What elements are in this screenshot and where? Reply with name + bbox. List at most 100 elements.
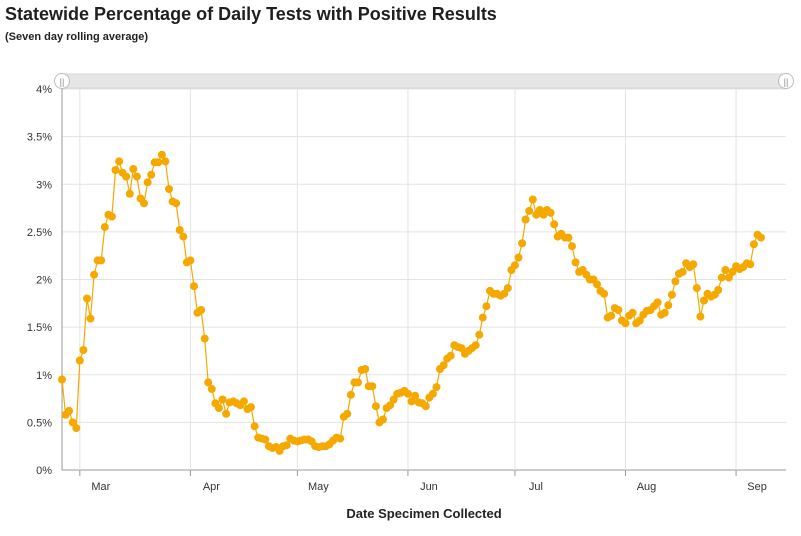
data-point[interactable] <box>107 212 116 221</box>
data-point[interactable] <box>628 308 637 317</box>
data-point[interactable] <box>550 220 559 229</box>
data-point[interactable] <box>97 256 106 265</box>
range-slider-left-handle[interactable]: || <box>54 73 70 89</box>
data-point[interactable] <box>58 375 66 384</box>
data-point[interactable] <box>593 280 601 289</box>
data-point[interactable] <box>471 341 480 350</box>
data-point[interactable] <box>564 233 573 242</box>
data-point[interactable] <box>421 402 430 411</box>
data-point[interactable] <box>749 240 758 249</box>
data-point[interactable] <box>621 319 630 328</box>
data-point[interactable] <box>518 239 527 248</box>
data-point[interactable] <box>336 434 345 443</box>
data-point[interactable] <box>86 314 95 323</box>
data-point[interactable] <box>510 261 519 270</box>
data-point[interactable] <box>239 397 248 406</box>
data-point[interactable] <box>571 258 580 267</box>
data-point[interactable] <box>692 284 701 293</box>
data-point[interactable] <box>190 282 198 291</box>
data-point[interactable] <box>100 223 109 232</box>
data-point[interactable] <box>728 267 737 276</box>
data-point[interactable] <box>132 172 141 181</box>
data-point[interactable] <box>250 422 259 431</box>
data-point[interactable] <box>528 195 537 204</box>
data-point[interactable] <box>125 189 134 198</box>
data-point[interactable] <box>282 441 291 450</box>
data-point[interactable] <box>696 312 705 321</box>
data-point[interactable] <box>154 158 163 167</box>
data-point[interactable] <box>361 365 370 373</box>
data-point[interactable] <box>521 215 530 224</box>
data-point[interactable] <box>214 404 223 413</box>
data-point[interactable] <box>717 273 726 282</box>
data-point[interactable] <box>143 178 152 187</box>
data-point[interactable] <box>165 185 173 193</box>
data-point[interactable] <box>179 232 188 241</box>
data-point[interactable] <box>343 409 352 418</box>
data-point[interactable] <box>635 316 644 325</box>
data-point[interactable] <box>115 157 124 166</box>
data-point[interactable] <box>72 424 81 433</box>
data-point[interactable] <box>546 208 555 217</box>
data-point[interactable] <box>354 378 362 387</box>
data-point[interactable] <box>161 157 170 166</box>
data-point[interactable] <box>175 226 184 234</box>
data-point[interactable] <box>389 395 398 404</box>
data-point[interactable] <box>379 415 387 424</box>
data-point[interactable] <box>79 346 88 354</box>
data-point[interactable] <box>428 389 437 398</box>
data-point[interactable] <box>721 266 730 274</box>
data-point[interactable] <box>724 273 733 282</box>
data-point[interactable] <box>653 298 662 307</box>
data-point[interactable] <box>475 330 484 339</box>
data-point[interactable] <box>432 383 441 392</box>
data-point[interactable] <box>157 150 166 159</box>
data-point[interactable] <box>90 270 99 279</box>
data-point[interactable] <box>368 382 377 391</box>
range-slider-track[interactable] <box>61 73 787 89</box>
data-point[interactable] <box>503 284 512 293</box>
data-point[interactable] <box>757 233 765 242</box>
data-point[interactable] <box>261 435 270 444</box>
data-point[interactable] <box>186 256 195 265</box>
data-point[interactable] <box>457 344 466 353</box>
data-point[interactable] <box>83 294 91 303</box>
data-point[interactable] <box>614 306 623 314</box>
range-slider-right-handle[interactable]: || <box>778 73 794 89</box>
data-point[interactable] <box>147 170 156 179</box>
data-point[interactable] <box>514 253 523 262</box>
data-point[interactable] <box>407 397 416 406</box>
data-point[interactable] <box>197 306 206 314</box>
data-point[interactable] <box>439 361 448 370</box>
data-point[interactable] <box>607 311 616 320</box>
data-point[interactable] <box>411 391 420 400</box>
data-point[interactable] <box>218 395 227 404</box>
data-point[interactable] <box>700 296 708 305</box>
data-point[interactable] <box>207 385 216 393</box>
data-point[interactable] <box>172 199 181 208</box>
data-point[interactable] <box>122 172 131 181</box>
data-point[interactable] <box>65 406 74 415</box>
data-point[interactable] <box>75 356 84 365</box>
data-point[interactable] <box>714 286 723 294</box>
data-point[interactable] <box>247 403 255 412</box>
data-point[interactable] <box>68 418 77 427</box>
data-point[interactable] <box>746 260 755 269</box>
data-point[interactable] <box>678 267 687 276</box>
data-point[interactable] <box>371 402 380 411</box>
data-point[interactable] <box>478 313 487 322</box>
data-point[interactable] <box>346 390 355 399</box>
data-point[interactable] <box>660 308 669 317</box>
data-point[interactable] <box>204 378 213 387</box>
data-point[interactable] <box>689 260 698 269</box>
data-point[interactable] <box>200 334 209 343</box>
data-point[interactable] <box>664 301 673 310</box>
data-point[interactable] <box>525 206 534 215</box>
data-point[interactable] <box>482 302 491 311</box>
data-point[interactable] <box>111 166 120 174</box>
data-point[interactable] <box>671 277 680 286</box>
data-point[interactable] <box>140 199 148 208</box>
data-point[interactable] <box>404 389 412 398</box>
data-point[interactable] <box>222 409 231 418</box>
data-point[interactable] <box>129 165 138 173</box>
